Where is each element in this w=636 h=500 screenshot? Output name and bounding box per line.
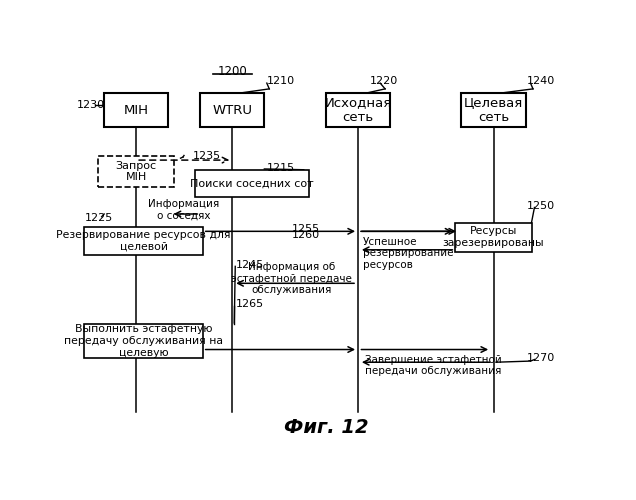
Text: 1255: 1255 xyxy=(291,224,319,234)
Text: 1210: 1210 xyxy=(267,76,295,86)
Text: Целевая
сеть: Целевая сеть xyxy=(464,96,523,124)
Text: Фиг. 12: Фиг. 12 xyxy=(284,418,368,437)
Text: 1225: 1225 xyxy=(85,213,113,223)
Text: Ресурсы
зарезервированы: Ресурсы зарезервированы xyxy=(443,226,544,248)
Text: Информация об
эстафетной передаче
обслуживания: Информация об эстафетной передаче обслуж… xyxy=(231,262,352,296)
Text: 1230: 1230 xyxy=(77,100,105,110)
Text: Завершение эстафетной
передачи обслуживания: Завершение эстафетной передачи обслужива… xyxy=(365,354,502,376)
FancyBboxPatch shape xyxy=(104,92,168,128)
FancyBboxPatch shape xyxy=(462,92,525,128)
FancyBboxPatch shape xyxy=(85,226,203,256)
Text: 1250: 1250 xyxy=(527,200,555,210)
Text: 1270: 1270 xyxy=(527,353,555,363)
Text: WTRU: WTRU xyxy=(212,104,252,117)
FancyBboxPatch shape xyxy=(455,222,532,252)
FancyBboxPatch shape xyxy=(326,92,390,128)
FancyBboxPatch shape xyxy=(98,156,174,187)
Text: 1265: 1265 xyxy=(236,300,265,310)
Text: Запрос
MIH: Запрос MIH xyxy=(116,161,156,182)
FancyBboxPatch shape xyxy=(200,92,265,128)
Text: Информация
о соседях: Информация о соседях xyxy=(148,200,219,221)
Text: Выполнить эстафетную
передачу обслуживания на
целевую: Выполнить эстафетную передачу обслуживан… xyxy=(64,324,223,358)
Text: 1215: 1215 xyxy=(267,163,295,173)
Text: 1200: 1200 xyxy=(218,65,247,78)
Text: 1235: 1235 xyxy=(193,151,221,161)
Text: 1260: 1260 xyxy=(291,230,319,240)
Text: 1240: 1240 xyxy=(527,76,555,86)
Text: MIH: MIH xyxy=(123,104,149,117)
FancyBboxPatch shape xyxy=(195,170,308,196)
Text: Успешное
резервирование
ресурсов: Успешное резервирование ресурсов xyxy=(363,236,453,270)
Text: 1245: 1245 xyxy=(236,260,265,270)
Text: Резервирование ресурсов для
целевой: Резервирование ресурсов для целевой xyxy=(57,230,231,252)
Text: Поиски соседних сот: Поиски соседних сот xyxy=(190,178,314,188)
Text: Исходная
сеть: Исходная сеть xyxy=(324,96,392,124)
Text: 1220: 1220 xyxy=(370,76,399,86)
FancyBboxPatch shape xyxy=(85,324,203,358)
